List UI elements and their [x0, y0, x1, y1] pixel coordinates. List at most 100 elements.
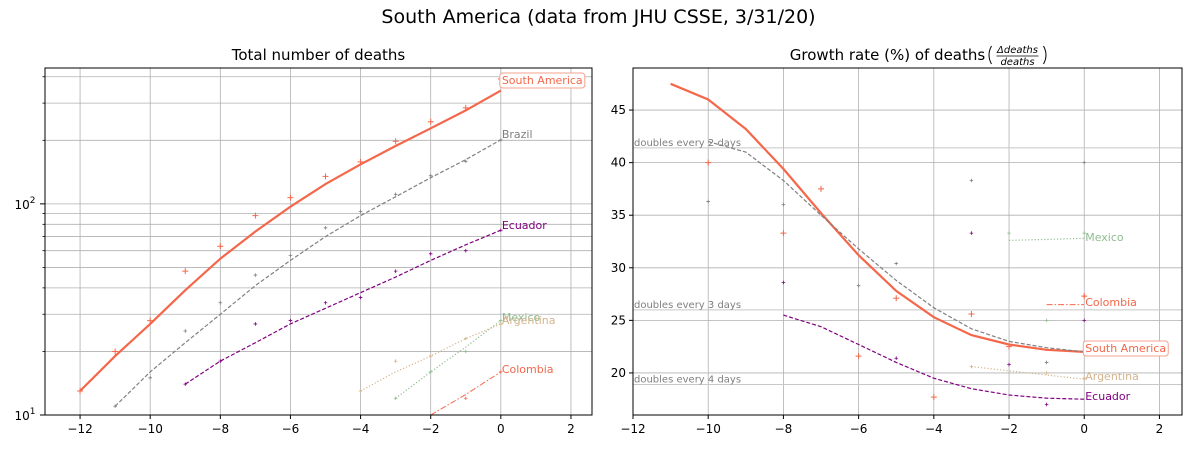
series-line-mexico — [1008, 237, 1085, 241]
axes-frame — [44, 67, 593, 416]
data-point-brazil — [1082, 160, 1087, 165]
fraction-denominator: deaths — [1000, 57, 1034, 68]
data-point-brazil — [148, 376, 152, 380]
series-label-ecuador: Ecuador — [502, 219, 547, 232]
data-point-south-america — [705, 159, 712, 166]
growth-rate-panel: doubles every 2 days doubles every 3 days… — [611, 45, 1183, 436]
data-point-ecuador — [253, 322, 258, 326]
series-line-south-america — [670, 82, 1085, 353]
y-tick-label: 25 — [611, 313, 626, 327]
data-point-south-america — [392, 138, 399, 145]
data-point-mexico — [428, 370, 433, 374]
x-tick-label: −10 — [138, 422, 163, 436]
series-label-mexico: Mexico — [1085, 231, 1124, 244]
data-point-ecuador — [393, 269, 398, 273]
series-label-argentina: Argentina — [502, 314, 556, 327]
data-point-argentina — [463, 336, 468, 341]
data-point-brazil — [428, 173, 433, 178]
data-point-ecuador — [323, 300, 328, 305]
series-line-argentina — [360, 323, 502, 392]
x-tick-label: −8 — [211, 422, 229, 436]
fraction-numerator: Δdeaths — [996, 45, 1038, 56]
data-point-brazil — [183, 329, 188, 333]
series-layer — [670, 82, 1088, 407]
data-point-brazil — [463, 159, 468, 164]
axes-frame — [632, 67, 1183, 416]
data-point-brazil — [706, 199, 711, 204]
x-tick-label: −6 — [282, 422, 300, 436]
data-point-colombia — [1082, 294, 1087, 298]
data-point-south-america — [1006, 343, 1013, 350]
x-tick-label: −6 — [850, 422, 868, 436]
data-point-brazil — [894, 261, 899, 266]
total-deaths-panel: South America Brazil Ecuador MexicoArgentin… — [14, 46, 593, 436]
data-point-south-america — [427, 118, 434, 125]
y-tick-label: 20 — [611, 366, 626, 380]
reference-label: doubles every 3 days — [634, 300, 741, 311]
data-point-mexico — [1007, 231, 1011, 235]
series-label-colombia: Colombia — [1085, 296, 1137, 309]
x-tick-label: −12 — [620, 422, 645, 436]
series-label-brazil: Brazil — [502, 128, 533, 141]
x-tick-label: −4 — [925, 422, 943, 436]
series-line-colombia — [430, 371, 502, 415]
data-point-brazil — [253, 273, 258, 277]
data-point-ecuador — [358, 295, 363, 300]
series-label-colombia: Colombia — [502, 363, 554, 376]
series-layer — [77, 76, 504, 415]
data-point-south-america — [357, 158, 364, 165]
series-line-mexico — [395, 320, 502, 399]
series-label-box — [499, 72, 586, 89]
data-point-ecuador — [1082, 318, 1087, 323]
data-point-argentina — [1082, 376, 1087, 380]
data-point-south-america — [217, 243, 224, 250]
data-point-south-america — [287, 194, 294, 201]
x-tick-label: −8 — [775, 422, 793, 436]
data-point-south-america — [252, 212, 259, 219]
x-tick-label: −2 — [1000, 422, 1018, 436]
x-tick-label: 2 — [1156, 422, 1164, 436]
data-point-brazil — [856, 283, 861, 288]
series-label-south-america: South America — [1085, 342, 1166, 355]
data-point-argentina — [969, 364, 974, 369]
data-point-ecuador — [183, 382, 188, 386]
data-point-south-america — [112, 348, 119, 355]
panel-title: Growth rate (%) of deaths — [790, 46, 986, 64]
series-line-ecuador — [783, 314, 1085, 400]
data-point-south-america — [182, 268, 189, 275]
data-point-brazil — [969, 178, 974, 183]
reference-label: doubles every 2 days — [634, 138, 741, 149]
data-point-mexico — [393, 396, 398, 401]
panel-title: Total number of deaths — [231, 46, 406, 64]
data-point-south-america — [462, 104, 469, 111]
x-tick-label: −2 — [422, 422, 440, 436]
x-tick-label: 0 — [1080, 422, 1088, 436]
data-point-argentina — [1044, 371, 1049, 375]
data-point-ecuador — [499, 228, 503, 233]
series-label-box — [1082, 340, 1169, 357]
data-point-brazil — [113, 404, 117, 409]
y-tick-exponent: 1 — [30, 407, 36, 417]
data-point-argentina — [393, 359, 398, 363]
data-point-brazil — [781, 202, 786, 207]
data-point-colombia — [463, 396, 468, 401]
series-line-ecuador — [184, 229, 502, 385]
data-point-south-america — [930, 394, 937, 401]
grid — [632, 68, 1182, 415]
data-point-south-america — [968, 311, 975, 318]
data-point-south-america — [818, 185, 825, 192]
data-point-south-america — [780, 230, 787, 237]
data-point-brazil — [218, 300, 223, 305]
data-point-brazil — [288, 253, 293, 258]
y-tick-label: 102 — [14, 196, 35, 212]
data-point-mexico — [499, 318, 503, 323]
data-point-brazil — [358, 209, 363, 214]
data-point-mexico — [1044, 318, 1049, 323]
series-label-argentina: Argentina — [1085, 370, 1139, 383]
data-point-mexico — [1082, 231, 1087, 235]
data-point-mexico — [463, 349, 468, 354]
y-tick-label: 45 — [611, 103, 626, 117]
data-point-ecuador — [463, 248, 468, 253]
data-point-ecuador — [1007, 362, 1011, 367]
